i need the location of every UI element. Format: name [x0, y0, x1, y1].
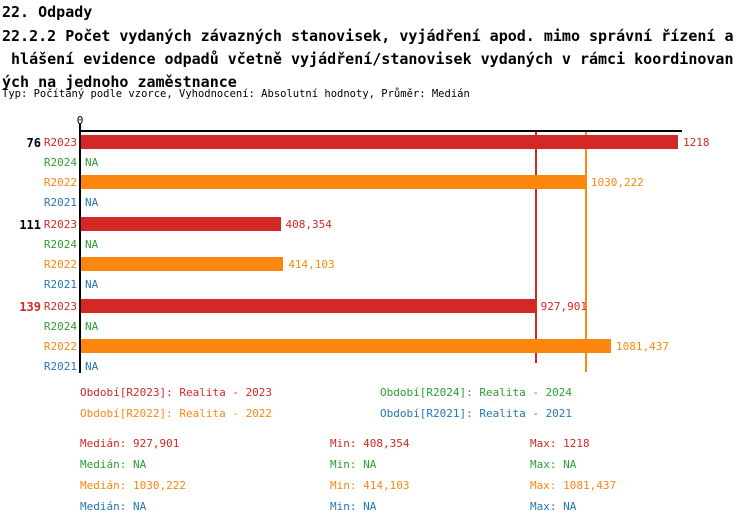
stat-value: 1218 [563, 437, 590, 450]
stat-label: Max: [530, 500, 557, 513]
stat-median-r2021: Medián: NA [80, 500, 146, 513]
na-label: NA [85, 278, 99, 291]
row-label-r2024: R2024 [43, 320, 77, 333]
stat-label: Max: [530, 458, 557, 471]
stat-label: Min: [330, 479, 357, 492]
stat-value: NA [132, 458, 147, 471]
stat-min-r2023: Min: 408,354 [330, 437, 409, 450]
bar-r2022 [81, 175, 586, 189]
subtitle-line: ých na jednoho zaměstnance [2, 73, 237, 91]
stat-value: NA [363, 458, 377, 471]
median-line-r2022 [584, 132, 587, 372]
stat-label: Max: [530, 479, 557, 492]
stat-value: 1081,437 [563, 479, 617, 492]
row-label-r2022: R2022 [43, 258, 77, 271]
bar-value-label: 1218 [683, 136, 710, 149]
stat-min-r2022: Min: 414,103 [330, 479, 409, 492]
row-label-r2024: R2024 [43, 156, 77, 169]
stat-median-r2023: Medián: 927,901 [80, 437, 179, 450]
stat-max-r2022: Max: 1081,437 [530, 479, 616, 492]
stat-value: 1030,222 [132, 479, 186, 492]
stat-label: Min: [330, 458, 357, 471]
row-label-r2021: R2021 [43, 196, 77, 209]
bar-r2022 [81, 339, 611, 353]
row-label-r2023: R2023 [43, 218, 77, 231]
na-label: NA [85, 238, 99, 251]
stat-max-r2024: Max: NA [530, 458, 576, 471]
meta-line: Typ: Počítaný podle vzorce, Vyhodnocení:… [2, 88, 470, 100]
stat-median-r2022: Medián: 1030,222 [80, 479, 186, 492]
group-label: 139 [19, 300, 41, 314]
bar-r2022 [81, 257, 284, 271]
axis-line-vertical [79, 123, 81, 373]
axis-line-horizontal [80, 130, 682, 132]
row-label-r2022: R2022 [43, 176, 77, 189]
stat-value: NA [563, 458, 577, 471]
stat-label: Max: [530, 437, 557, 450]
subtitle-line: hlášení evidence odpadů včetně vyjádření… [2, 50, 734, 68]
legend-item-r2024: Období[R2024]: Realita - 2024 [380, 386, 573, 399]
stat-max-r2023: Max: 1218 [530, 437, 590, 450]
bar-r2023 [81, 217, 281, 231]
row-label-r2021: R2021 [43, 360, 77, 373]
stat-min-r2021: Min: NA [330, 500, 376, 513]
bar-value-label: 408,354 [285, 218, 332, 231]
stat-min-r2024: Min: NA [330, 458, 376, 471]
stat-label: Medián: [80, 437, 127, 450]
stat-label: Medián: [80, 479, 127, 492]
na-label: NA [85, 320, 99, 333]
stat-value: 408,354 [363, 437, 410, 450]
legend-item-r2021: Období[R2021]: Realita - 2021 [380, 407, 573, 420]
stat-value: NA [563, 500, 577, 513]
na-label: NA [85, 196, 99, 209]
bar-r2023 [81, 299, 536, 313]
axis-origin-label: 0 [76, 114, 84, 127]
na-label: NA [85, 360, 99, 373]
bar-value-label: 1030,222 [590, 176, 644, 189]
bar-r2023 [81, 135, 679, 149]
row-label-r2023: R2023 [43, 300, 77, 313]
group-label: 76 [26, 136, 41, 150]
stat-label: Medián: [80, 458, 127, 471]
subtitle-line: 22.2.2 Počet vydaných závazných stanovis… [2, 27, 734, 45]
bar-value-label: 1081,437 [615, 340, 669, 353]
stat-label: Min: [330, 500, 357, 513]
stat-value: 414,103 [363, 479, 410, 492]
stat-value: NA [132, 500, 147, 513]
stat-label: Min: [330, 437, 357, 450]
page-title: 22. Odpady [2, 3, 93, 21]
bar-value-label: 414,103 [288, 258, 335, 271]
row-label-r2024: R2024 [43, 238, 77, 251]
legend-item-r2023: Období[R2023]: Realita - 2023 [80, 386, 273, 399]
group-label: 111 [19, 218, 41, 232]
stat-value: NA [363, 500, 377, 513]
median-line-r2023 [534, 132, 537, 363]
stat-median-r2024: Medián: NA [80, 458, 146, 471]
bar-value-label: 927,901 [540, 300, 587, 313]
row-label-r2023: R2023 [43, 136, 77, 149]
stat-max-r2021: Max: NA [530, 500, 576, 513]
row-label-r2022: R2022 [43, 340, 77, 353]
legend-item-r2022: Období[R2022]: Realita - 2022 [80, 407, 273, 420]
stat-value: 927,901 [132, 437, 180, 450]
na-label: NA [85, 156, 99, 169]
row-label-r2021: R2021 [43, 278, 77, 291]
stat-label: Medián: [80, 500, 127, 513]
